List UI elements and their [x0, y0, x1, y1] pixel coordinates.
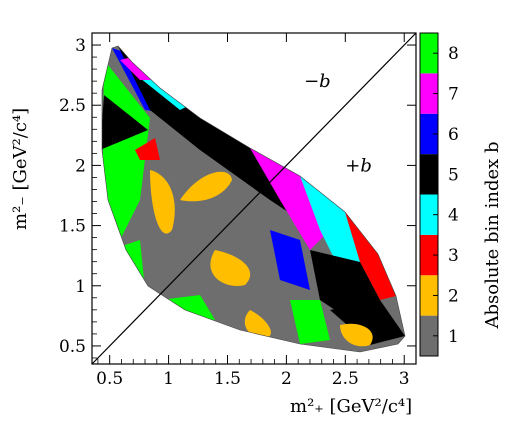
bin-6-patch	[270, 230, 310, 290]
bin-4-patch	[300, 176, 370, 270]
colorbar-label: 6	[448, 125, 459, 145]
x-axis-label: m²₊ [GeV²/c⁴]	[290, 396, 412, 417]
region-label-plus-b: +b	[345, 155, 372, 176]
x-tick-label: 3	[399, 369, 410, 389]
bin-3-patch	[345, 212, 396, 300]
bin-2-patch	[150, 170, 175, 234]
colorbar-swatch	[420, 275, 438, 316]
plot-frame	[91, 32, 417, 365]
colorbar-label: 8	[448, 44, 459, 64]
y-tick-label: 0.5	[59, 337, 86, 357]
colorbar-label: 4	[448, 206, 459, 226]
colorbar-swatch	[420, 194, 438, 235]
bin-7-patch	[250, 148, 330, 250]
bin-8-patch	[290, 300, 330, 344]
bin-3-patch	[135, 138, 160, 160]
bin-2-patch	[210, 250, 251, 286]
x-tick-label: 0.5	[96, 369, 123, 389]
y-axis-label: m²₋ [GeV²/c⁴]	[10, 108, 31, 230]
colorbar-swatch	[420, 315, 438, 356]
x-tick-label: 1.5	[214, 369, 241, 389]
x-tick-label: 1	[163, 369, 174, 389]
colorbar-label: 1	[448, 327, 459, 347]
colorbar-frame	[419, 32, 439, 357]
y-tick-label: 2	[75, 156, 86, 176]
colorbar-label: 2	[448, 286, 459, 306]
colorbar-swatch	[420, 33, 438, 74]
colorbar-title: Absolute bin index b	[482, 141, 503, 329]
y-tick-label: 3	[75, 36, 86, 56]
y-tick-label: 1	[75, 277, 86, 297]
y-tick-label: 2.5	[59, 96, 86, 116]
region-label-minus-b: −b	[304, 71, 331, 92]
colorbar-label: 3	[448, 246, 459, 266]
y-tick-label: 1.5	[59, 217, 86, 237]
colorbar-swatch	[420, 73, 438, 114]
bin-5-patch	[102, 95, 148, 150]
x-tick-label: 2.5	[332, 369, 359, 389]
colorbar-swatch	[420, 113, 438, 155]
axes: 0.5 1 1.5 2 2.5 3 0.5 1 1.5 2 2.5 3	[59, 32, 417, 389]
colorbar-swatch	[420, 154, 438, 195]
bin-2-patch	[180, 171, 232, 202]
diagonal-line	[91, 32, 417, 365]
colorbar-swatch	[420, 234, 438, 276]
colorbar-label: 7	[448, 85, 459, 105]
bin-2-patch	[244, 310, 271, 339]
bin-5-patch	[310, 250, 380, 320]
colorbar-label: 5	[448, 165, 459, 185]
bin-8-patch	[110, 240, 145, 290]
bin-5-patch	[330, 300, 405, 345]
dalitz-boundary	[101, 45, 406, 353]
colorbar: 1 2 3 4 5 6 7 8	[419, 32, 459, 357]
x-tick-label: 2	[281, 369, 292, 389]
bin-2-patch	[340, 323, 373, 347]
